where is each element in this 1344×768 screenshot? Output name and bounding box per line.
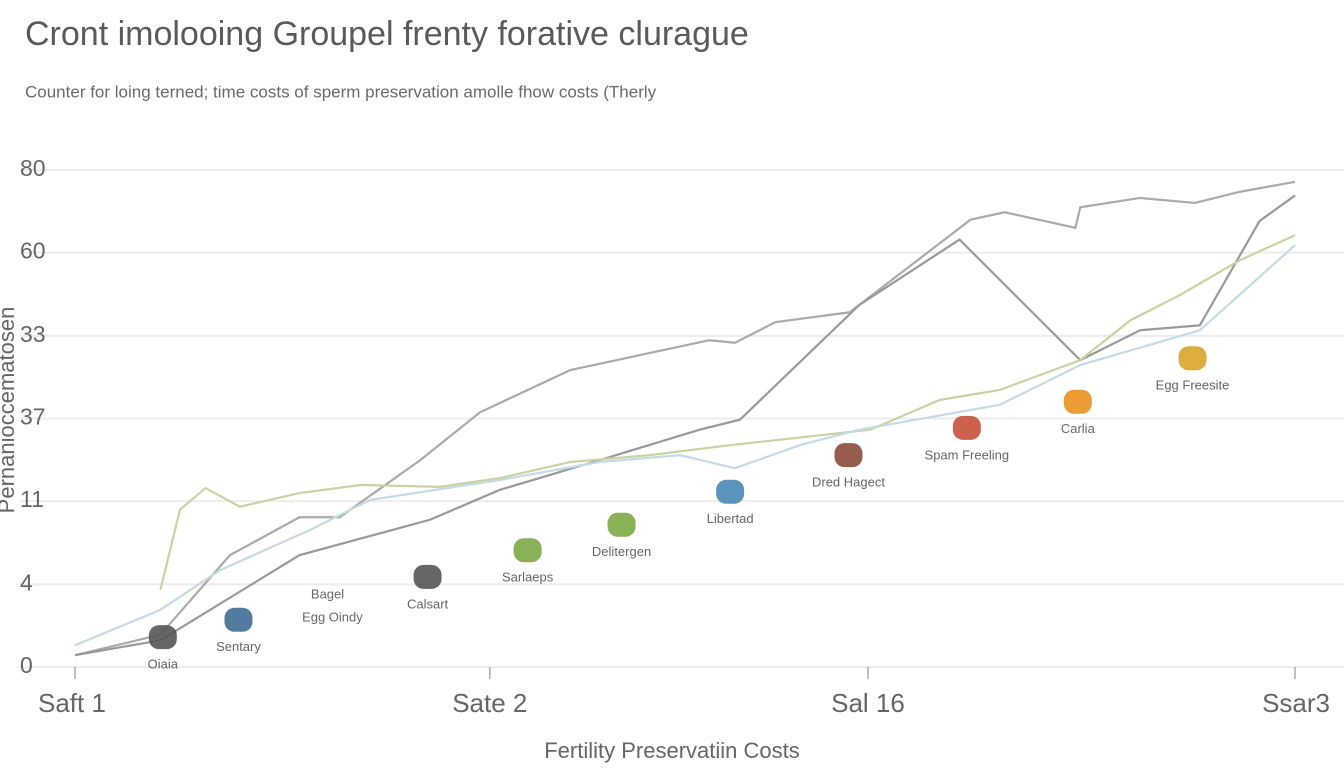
annotation-label: Oiaia <box>148 657 179 672</box>
chart-title: Cront imolooing Groupel frenty forative … <box>25 15 749 53</box>
annotation-marker <box>1063 389 1092 414</box>
series-line <box>74 194 1296 657</box>
series-line <box>74 180 1296 657</box>
y-axis-label: Pernanioccematosen <box>0 307 19 514</box>
y-tick-label: 11 <box>20 486 44 512</box>
chart-subtitle: Counter for loing terned; time costs of … <box>25 82 657 101</box>
annotation-marker <box>413 564 442 589</box>
annotation-marker <box>513 538 542 563</box>
x-tick-label: Sal 16 <box>831 688 905 718</box>
x-tick-label: Ssar3 <box>1262 688 1330 718</box>
annotation-marker <box>952 415 981 440</box>
annotation-marker <box>224 607 253 632</box>
annotation-label: Calsart <box>407 596 449 611</box>
annotation-label: Sarlaeps <box>502 570 554 585</box>
series-line <box>159 234 1296 591</box>
x-tick-label: Saft 1 <box>38 688 106 718</box>
annotation-label: Dred Hagect <box>812 475 885 490</box>
annotation-label: Egg Freesite <box>1156 378 1230 393</box>
y-tick-label: 4 <box>20 569 33 595</box>
annotation-marker <box>1178 346 1207 371</box>
y-tick-label: 0 <box>20 652 33 678</box>
y-tick-label: 80 <box>20 155 46 181</box>
annotation-label: Delitergen <box>592 544 651 559</box>
annotation-label: Spam Freeling <box>925 447 1010 462</box>
annotation-label: Sentary <box>216 639 261 654</box>
annotation-marker <box>607 512 636 537</box>
annotation-label: Libertad <box>707 511 754 526</box>
y-tick-label: 33 <box>20 321 46 347</box>
x-axis-label: Fertility Preservatiin Costs <box>544 738 800 763</box>
annotation-marker <box>716 479 745 504</box>
y-tick-label: 60 <box>20 238 46 264</box>
y-tick-label: 37 <box>20 404 46 430</box>
annotation-marker <box>148 625 177 650</box>
series-line <box>74 244 1296 647</box>
annotation-label: Bagel <box>311 586 344 601</box>
annotation-label: Egg Oindy <box>302 609 363 624</box>
annotation-marker <box>834 443 863 468</box>
annotation-label: Carlia <box>1061 421 1096 436</box>
x-tick-label: Sate 2 <box>452 688 527 718</box>
